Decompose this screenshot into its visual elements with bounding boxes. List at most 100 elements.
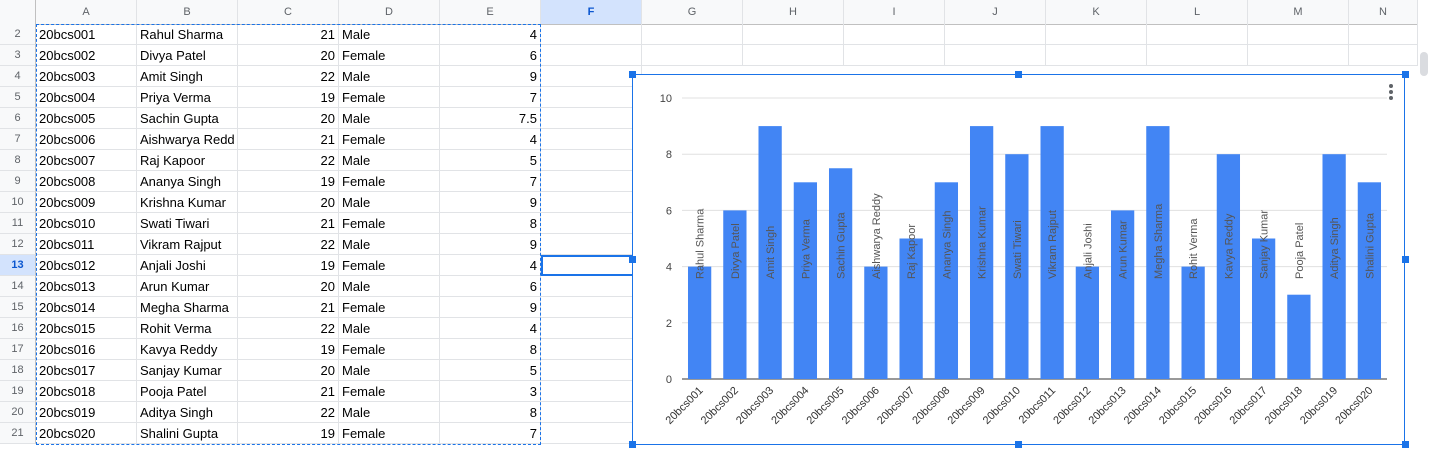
row-header-21[interactable]: 21	[0, 423, 36, 444]
cell-F12[interactable]	[541, 234, 642, 255]
cell-D14[interactable]: Male	[339, 276, 440, 297]
cell-E2[interactable]: 4	[440, 24, 541, 45]
cell-B8[interactable]: Raj Kapoor	[137, 150, 238, 171]
cell-D10[interactable]: Male	[339, 192, 440, 213]
cell-G3[interactable]	[642, 45, 743, 66]
cell-F6[interactable]	[541, 108, 642, 129]
cell-A19[interactable]: 20bcs018	[36, 381, 137, 402]
row-header-8[interactable]: 8	[0, 150, 36, 171]
cell-B19[interactable]: Pooja Patel	[137, 381, 238, 402]
cell-F20[interactable]	[541, 402, 642, 423]
cell-D16[interactable]: Male	[339, 318, 440, 339]
cell-A21[interactable]: 20bcs020	[36, 423, 137, 444]
cell-B15[interactable]: Megha Sharma	[137, 297, 238, 318]
cell-C18[interactable]: 20	[238, 360, 339, 381]
cell-C21[interactable]: 19	[238, 423, 339, 444]
cell-L3[interactable]	[1147, 45, 1248, 66]
cell-C16[interactable]: 22	[238, 318, 339, 339]
cell-A14[interactable]: 20bcs013	[36, 276, 137, 297]
cell-E16[interactable]: 4	[440, 318, 541, 339]
row-header-4[interactable]: 4	[0, 66, 36, 87]
cell-A11[interactable]: 20bcs010	[36, 213, 137, 234]
row-header-13[interactable]: 13	[0, 255, 36, 276]
resize-handle-top-left[interactable]	[629, 71, 636, 78]
column-header-B[interactable]: B	[137, 0, 238, 24]
cell-A9[interactable]: 20bcs008	[36, 171, 137, 192]
cell-B10[interactable]: Krishna Kumar	[137, 192, 238, 213]
cell-B5[interactable]: Priya Verma	[137, 87, 238, 108]
cell-D12[interactable]: Male	[339, 234, 440, 255]
cell-J2[interactable]	[945, 24, 1046, 45]
cell-F17[interactable]	[541, 339, 642, 360]
row-header-6[interactable]: 6	[0, 108, 36, 129]
cell-D21[interactable]: Female	[339, 423, 440, 444]
cell-D13[interactable]: Female	[339, 255, 440, 276]
cell-C20[interactable]: 22	[238, 402, 339, 423]
column-header-K[interactable]: K	[1046, 0, 1147, 24]
cell-C14[interactable]: 20	[238, 276, 339, 297]
cell-E3[interactable]: 6	[440, 45, 541, 66]
cell-E5[interactable]: 7	[440, 87, 541, 108]
cell-E11[interactable]: 8	[440, 213, 541, 234]
resize-handle-middle-left[interactable]	[629, 256, 636, 263]
cell-C13[interactable]: 19	[238, 255, 339, 276]
cell-C8[interactable]: 22	[238, 150, 339, 171]
cell-B16[interactable]: Rohit Verma	[137, 318, 238, 339]
cell-B6[interactable]: Sachin Gupta	[137, 108, 238, 129]
cell-D5[interactable]: Female	[339, 87, 440, 108]
row-header-10[interactable]: 10	[0, 192, 36, 213]
cell-E18[interactable]: 5	[440, 360, 541, 381]
cell-E14[interactable]: 6	[440, 276, 541, 297]
cell-B17[interactable]: Kavya Reddy	[137, 339, 238, 360]
cell-F11[interactable]	[541, 213, 642, 234]
cell-B13[interactable]: Anjali Joshi	[137, 255, 238, 276]
cell-D4[interactable]: Male	[339, 66, 440, 87]
cell-F5[interactable]	[541, 87, 642, 108]
resize-handle-bottom-middle[interactable]	[1015, 441, 1022, 448]
cell-D20[interactable]: Male	[339, 402, 440, 423]
cell-F3[interactable]	[541, 45, 642, 66]
cell-F2[interactable]	[541, 24, 642, 45]
column-header-I[interactable]: I	[844, 0, 945, 24]
cell-A16[interactable]: 20bcs015	[36, 318, 137, 339]
cell-F9[interactable]	[541, 171, 642, 192]
cell-A2[interactable]: 20bcs001	[36, 24, 137, 45]
cell-D17[interactable]: Female	[339, 339, 440, 360]
column-header-C[interactable]: C	[238, 0, 339, 24]
cell-D2[interactable]: Male	[339, 24, 440, 45]
more-vertical-icon[interactable]	[1388, 83, 1394, 103]
cell-D7[interactable]: Female	[339, 129, 440, 150]
column-header-L[interactable]: L	[1147, 0, 1248, 24]
cell-D11[interactable]: Female	[339, 213, 440, 234]
cell-A18[interactable]: 20bcs017	[36, 360, 137, 381]
row-header-2[interactable]: 2	[0, 24, 36, 45]
cell-D18[interactable]: Male	[339, 360, 440, 381]
cell-D8[interactable]: Male	[339, 150, 440, 171]
cell-H2[interactable]	[743, 24, 844, 45]
row-header-20[interactable]: 20	[0, 402, 36, 423]
cell-D3[interactable]: Female	[339, 45, 440, 66]
row-header-19[interactable]: 19	[0, 381, 36, 402]
column-header-M[interactable]: M	[1248, 0, 1349, 24]
resize-handle-top-right[interactable]	[1402, 71, 1409, 78]
cell-A4[interactable]: 20bcs003	[36, 66, 137, 87]
cell-E17[interactable]: 8	[440, 339, 541, 360]
cell-F10[interactable]	[541, 192, 642, 213]
column-header-E[interactable]: E	[440, 0, 541, 24]
resize-handle-middle-right[interactable]	[1402, 256, 1409, 263]
cell-F21[interactable]	[541, 423, 642, 444]
cell-B2[interactable]: Rahul Sharma	[137, 24, 238, 45]
cell-A3[interactable]: 20bcs002	[36, 45, 137, 66]
cell-A10[interactable]: 20bcs009	[36, 192, 137, 213]
cell-A15[interactable]: 20bcs014	[36, 297, 137, 318]
cell-F14[interactable]	[541, 276, 642, 297]
cell-E7[interactable]: 4	[440, 129, 541, 150]
cell-C4[interactable]: 22	[238, 66, 339, 87]
cell-L2[interactable]	[1147, 24, 1248, 45]
cell-N3[interactable]	[1349, 45, 1418, 66]
cell-A8[interactable]: 20bcs007	[36, 150, 137, 171]
column-header-H[interactable]: H	[743, 0, 844, 24]
cell-A7[interactable]: 20bcs006	[36, 129, 137, 150]
cell-B20[interactable]: Aditya Singh	[137, 402, 238, 423]
cell-H3[interactable]	[743, 45, 844, 66]
